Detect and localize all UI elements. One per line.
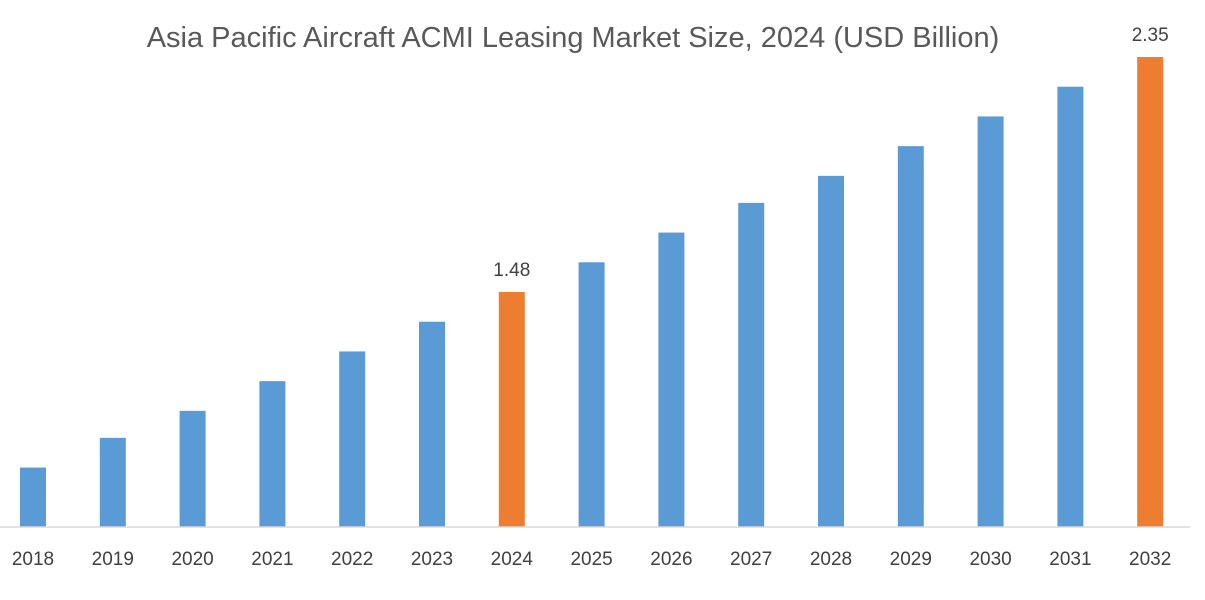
x-tick-label: 2024 xyxy=(491,549,534,570)
x-tick-label: 2029 xyxy=(890,549,932,570)
bar-2021 xyxy=(259,381,286,527)
bar-2024 xyxy=(498,292,525,527)
bar-2032 xyxy=(1137,57,1164,527)
bar-2023 xyxy=(419,321,445,527)
bar-2018 xyxy=(20,467,46,527)
x-tick-label: 2028 xyxy=(810,549,852,570)
bar-2026 xyxy=(658,232,685,527)
x-tick-label: 2023 xyxy=(411,549,453,570)
x-tick-label: 2030 xyxy=(969,549,1011,570)
x-tick-label: 2027 xyxy=(730,549,772,570)
x-tick-label: 2022 xyxy=(331,549,373,570)
x-tick-label: 2031 xyxy=(1049,549,1091,570)
bar-2020 xyxy=(179,410,206,527)
bar-2022 xyxy=(339,351,366,527)
chart-title: Asia Pacific Aircraft ACMI Leasing Marke… xyxy=(147,22,1000,54)
bar-2025 xyxy=(578,262,605,527)
bar-2028 xyxy=(818,175,844,527)
bar-2029 xyxy=(897,146,924,527)
x-tick-label: 2025 xyxy=(570,549,612,570)
x-tick-label: 2021 xyxy=(251,549,293,570)
data-label-2024: 1.48 xyxy=(493,260,530,281)
x-tick-label: 2020 xyxy=(171,549,213,570)
bar-2030 xyxy=(977,116,1004,527)
data-label-2032: 2.35 xyxy=(1132,25,1169,46)
bar-2027 xyxy=(738,202,765,528)
bar-2019 xyxy=(99,437,126,527)
x-tick-label: 2032 xyxy=(1129,549,1171,570)
x-tick-label: 2019 xyxy=(92,549,134,570)
bar-2031 xyxy=(1057,86,1084,527)
x-tick-label: 2026 xyxy=(650,549,692,570)
x-tick-label: 2018 xyxy=(12,549,54,570)
